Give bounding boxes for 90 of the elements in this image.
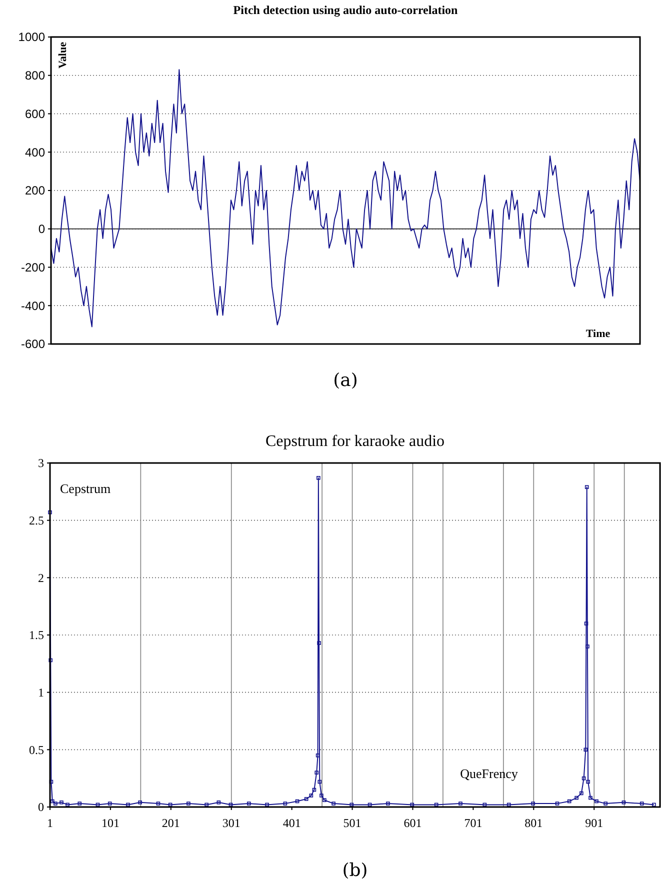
y-tick-label: -600 [20,337,46,352]
y-tick-label: -200 [20,260,46,274]
point [506,802,511,807]
point [60,800,64,804]
y-tick-label: 1.5 [29,628,44,642]
point [66,802,70,807]
y-tick-label: 0 [38,222,46,236]
y-axis-title: Cepstrum [60,481,111,496]
x-tick-label: 701 [464,816,482,830]
point [386,802,390,806]
y-tick-label: 200 [24,184,46,198]
point [588,796,592,800]
point [482,802,487,807]
point [265,802,269,807]
point [314,770,319,774]
point [78,802,82,806]
point [247,802,251,806]
point [567,799,572,804]
y-tick-label: 0 [38,800,44,814]
point [168,802,172,807]
x-axis-title: Time [586,328,610,340]
y-tick-label: 800 [24,68,46,83]
point [584,622,588,626]
chart-title: Cepstrum for karaoke audio [265,433,445,450]
chart-title: Pitch detection using audio auto-correlation [233,3,458,17]
point [320,794,324,798]
point [322,798,326,802]
x-tick-label: 601 [404,816,422,830]
line-series [48,476,656,807]
point [186,802,190,806]
y-tick-label: 2.5 [29,514,44,528]
text: (b) [342,860,368,881]
x-tick-label: 401 [282,816,301,830]
text: (a) [333,370,358,391]
y-tick-label: -400 [20,298,46,313]
point [216,800,221,804]
point [316,476,320,480]
point [295,799,300,804]
point [309,794,314,798]
point [204,802,208,807]
point [318,780,322,784]
point [584,748,588,752]
y-axis-title: Value [57,42,69,68]
point [622,800,626,804]
point [582,776,586,780]
point [584,485,589,489]
point [304,797,308,801]
point [316,754,320,758]
y-tick-label: 0.5 [29,742,44,757]
y-tick-label: 1 [38,686,44,700]
point [228,802,233,807]
x-tick-label: 201 [162,816,180,830]
x-tick-label: 101 [101,816,120,830]
point [555,802,560,806]
point [50,799,54,804]
point [640,802,644,806]
point [126,802,130,807]
point [410,802,414,807]
point [368,802,372,807]
y-tick-label: 400 [24,145,46,160]
point [594,799,598,804]
point [604,802,608,806]
point [531,802,535,806]
y-tick-label: 2 [38,570,44,585]
line-series [50,69,640,328]
point [350,802,354,807]
point [54,802,58,806]
point [458,802,462,806]
y-tick-label: 600 [24,106,46,121]
x-tick-label: 901 [585,816,604,830]
x-tick-label: 501 [343,816,362,830]
point [156,802,160,806]
point [580,791,584,796]
point [96,802,100,807]
y-tick-label: 3 [38,456,44,470]
point [574,796,578,800]
x-axis-title: QueFrency [460,766,518,781]
point [283,802,288,806]
x-tick-label: 801 [524,816,543,830]
point [434,802,438,807]
point [332,802,336,806]
point [312,788,316,792]
point [48,510,52,514]
point [138,800,142,804]
point [48,658,53,662]
point [586,780,590,784]
x-tick-label: 301 [222,816,240,830]
y-tick-label: 1000 [18,30,46,44]
point [108,802,112,806]
point [652,802,656,807]
